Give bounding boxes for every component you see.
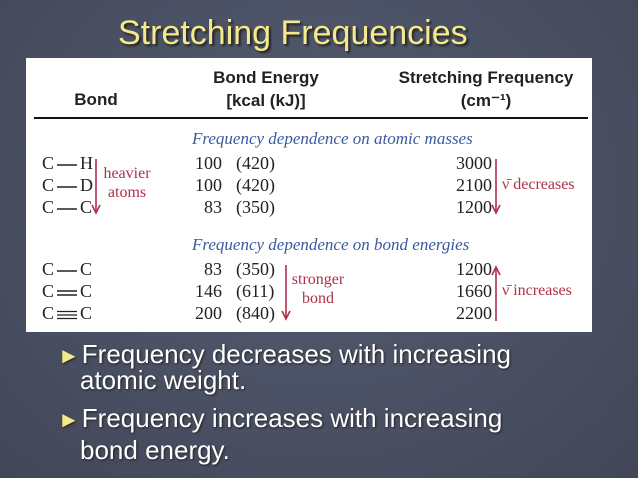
note-heavier: heavier bbox=[103, 165, 151, 182]
freq-value: 1660 bbox=[456, 281, 492, 301]
kcal-value: 83 bbox=[204, 197, 222, 217]
bond-atom: D bbox=[80, 175, 94, 195]
bullet-point: ►Frequency increases with increasing bon… bbox=[58, 403, 503, 468]
header-freq-line2: (cm⁻¹) bbox=[460, 91, 512, 110]
note-nu-increases: ν̄ increases bbox=[502, 282, 572, 299]
freq-value: 3000 bbox=[456, 153, 492, 173]
kj-value: (840) bbox=[236, 303, 275, 323]
bond-atom: H bbox=[80, 153, 94, 173]
down-arrow-icon bbox=[91, 159, 101, 215]
bullet-text-line1: Frequency increases with increasing bbox=[81, 403, 503, 433]
freq-value: 2200 bbox=[456, 303, 492, 323]
single-bond-icon bbox=[57, 164, 78, 166]
triple-bond-icon bbox=[57, 310, 78, 319]
bond-atom: C bbox=[80, 197, 93, 217]
kcal-value: 200 bbox=[195, 303, 222, 323]
section-title-masses: Frequency dependence on atomic masses bbox=[192, 129, 473, 148]
header-bond: Bond bbox=[74, 90, 118, 109]
bond-frequency-table: Bond Bond Energy [kcal (kJ)] Stretching … bbox=[26, 58, 592, 332]
note-bond: bond bbox=[302, 290, 334, 307]
down-arrow-icon bbox=[281, 265, 291, 321]
triangle-bullet-icon: ► bbox=[58, 343, 80, 368]
note-atoms: atoms bbox=[107, 184, 147, 201]
bond-atom: C bbox=[80, 303, 93, 323]
kj-value: (350) bbox=[236, 197, 275, 217]
bond-atom: C bbox=[42, 175, 55, 195]
note-stronger: stronger bbox=[291, 271, 345, 288]
bond-atom: C bbox=[42, 303, 55, 323]
triangle-bullet-icon: ► bbox=[58, 407, 80, 432]
kj-value: (420) bbox=[236, 175, 275, 195]
up-arrow-icon bbox=[491, 265, 501, 321]
freq-value: 1200 bbox=[456, 259, 492, 279]
double-bond-icon bbox=[57, 290, 78, 296]
slide-title: Stretching Frequencies bbox=[118, 14, 468, 52]
freq-value: 1200 bbox=[456, 197, 492, 217]
kj-value: (611) bbox=[236, 281, 275, 301]
header-energy-line1: Bond Energy bbox=[213, 68, 319, 87]
kcal-value: 100 bbox=[195, 153, 222, 173]
bond-atom: C bbox=[80, 281, 93, 301]
bullet-text-line2: bond energy. bbox=[80, 435, 230, 465]
bullet-text-line2: atomic weight. bbox=[80, 365, 247, 395]
bullet-text-line1: Frequency decreases with increasing bbox=[81, 339, 511, 369]
bond-atom: C bbox=[42, 259, 55, 279]
kcal-value: 83 bbox=[204, 259, 222, 279]
bond-atom: C bbox=[42, 197, 55, 217]
kj-value: (420) bbox=[236, 153, 275, 173]
kcal-value: 146 bbox=[195, 281, 222, 301]
bullet-point: ►Frequency decreases with increasing ato… bbox=[58, 339, 511, 395]
kj-value: (350) bbox=[236, 259, 275, 279]
header-rule bbox=[34, 117, 588, 119]
single-bond-icon bbox=[57, 186, 78, 188]
freq-value: 2100 bbox=[456, 175, 492, 195]
header-energy-line2: [kcal (kJ)] bbox=[226, 91, 306, 110]
note-nu-decreases: ν̄ decreases bbox=[502, 176, 575, 193]
section-title-energies: Frequency dependence on bond energies bbox=[192, 235, 470, 254]
single-bond-icon bbox=[57, 208, 78, 210]
single-bond-icon bbox=[57, 270, 78, 272]
down-arrow-icon bbox=[491, 159, 501, 215]
bond-atom: C bbox=[42, 281, 55, 301]
bond-atom: C bbox=[42, 153, 55, 173]
header-freq-line1: Stretching Frequency bbox=[398, 68, 574, 87]
kcal-value: 100 bbox=[195, 175, 222, 195]
bond-atom: C bbox=[80, 259, 93, 279]
